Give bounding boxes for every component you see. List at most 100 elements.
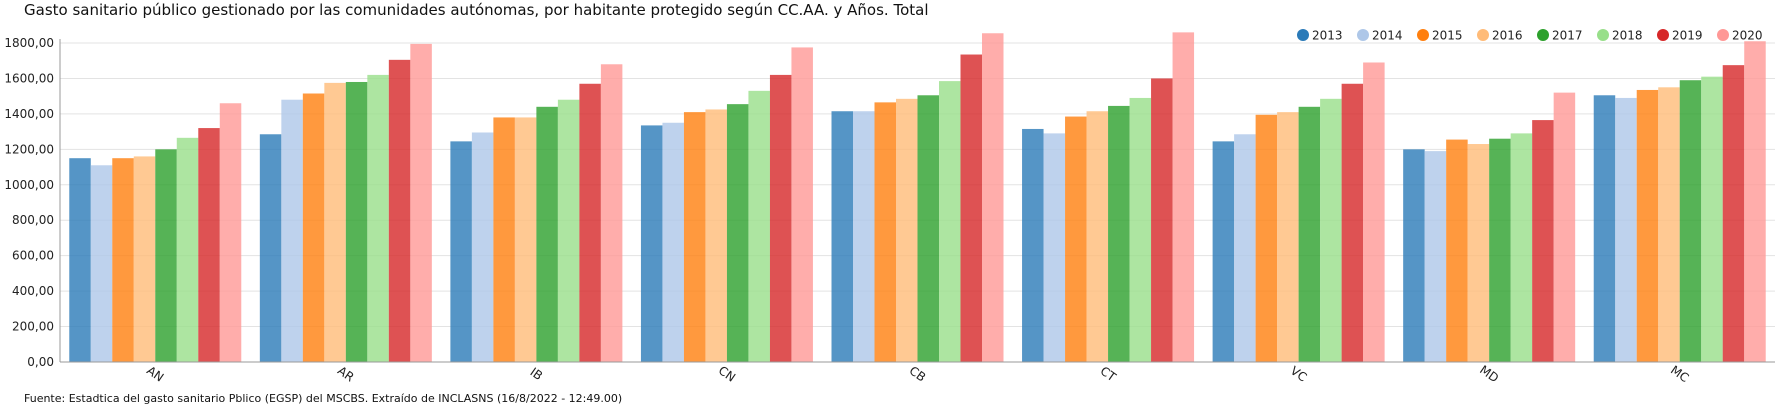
bar-VC-2013 [1212, 141, 1235, 362]
bar-AN-2015 [112, 158, 134, 362]
legend-label-2018: 2018 [1612, 29, 1643, 43]
legend: 2013 2014 2015 2016 2017 2018 2019 2020 [1297, 29, 1763, 43]
axes: 0,00 200,00 400,00 600,00 800,00 1000,00 1200,… [4, 36, 1775, 385]
bar-AR-2016 [324, 82, 346, 362]
y-tick-label: 600,00 [12, 249, 54, 263]
y-tick-label: 0,00 [27, 355, 54, 369]
x-tick-label: MD [1477, 363, 1501, 386]
bar-CT-2019 [1151, 78, 1173, 362]
bar-CB-2014 [853, 111, 875, 362]
legend-label-2014: 2014 [1372, 29, 1403, 43]
y-tick-label: 400,00 [12, 284, 54, 298]
bar-CN-2013 [640, 125, 663, 363]
bar-MC-2018 [1701, 76, 1723, 362]
bar-IB-2013 [450, 141, 472, 362]
x-tick-label: MC [1668, 363, 1691, 385]
y-tick-label: 200,00 [12, 320, 54, 334]
bar-MC-2020 [1744, 41, 1766, 362]
x-tick-label: CN [716, 363, 738, 384]
bar-VC-2017 [1298, 106, 1321, 362]
bar-CB-2017 [917, 95, 939, 363]
bar-CN-2016 [705, 109, 727, 362]
bar-CT-2013 [1022, 128, 1044, 362]
bar-CT-2016 [1086, 111, 1109, 362]
bar-MC-2013 [1593, 95, 1616, 363]
bar-AR-2013 [259, 134, 282, 362]
x-tick-label: AN [144, 363, 166, 384]
y-tick-label: 1200,00 [4, 142, 54, 156]
bar-CT-2018 [1129, 97, 1152, 362]
bar-CT-2015 [1065, 116, 1087, 362]
chart-title: Gasto sanitario público gestionado por l… [24, 1, 929, 19]
legend-marker-2019 [1657, 29, 1669, 41]
bar-CT-2020 [1172, 32, 1195, 362]
bar-MC-2017 [1679, 80, 1702, 362]
legend-marker-2020 [1717, 29, 1729, 41]
bar-CT-2017 [1108, 105, 1130, 363]
y-tick-label: 800,00 [12, 213, 54, 227]
bar-CN-2017 [726, 104, 749, 363]
bar-CN-2014 [662, 122, 684, 362]
bar-MD-2018 [1510, 133, 1533, 362]
bar-MD-2017 [1489, 138, 1511, 362]
bar-AR-2019 [388, 59, 411, 362]
legend-marker-2017 [1537, 29, 1549, 41]
bar-AN-2017 [155, 149, 177, 362]
legend-label-2017: 2017 [1552, 29, 1583, 43]
bar-MC-2016 [1658, 87, 1680, 363]
legend-label-2013: 2013 [1312, 29, 1343, 43]
bar-AN-2014 [90, 165, 113, 362]
bar-AR-2018 [367, 74, 389, 363]
bar-AR-2020 [410, 43, 432, 363]
legend-marker-2018 [1597, 29, 1609, 41]
bar-CN-2019 [769, 74, 792, 363]
bar-chart: 0,00 200,00 400,00 600,00 800,00 1000,00 1200,… [4, 29, 1775, 385]
bar-MC-2014 [1615, 97, 1637, 362]
bar-MC-2015 [1636, 89, 1659, 362]
bar-MC-2019 [1722, 65, 1745, 363]
bar-AR-2014 [281, 99, 303, 362]
legend-label-2016: 2016 [1492, 29, 1523, 43]
bar-AN-2018 [176, 137, 199, 362]
bar-MD-2013 [1403, 149, 1425, 362]
bar-AN-2020 [219, 103, 242, 362]
bar-AN-2013 [69, 158, 91, 362]
bar-VC-2015 [1255, 114, 1278, 363]
bar-AN-2019 [198, 128, 220, 362]
x-tick-label: VC [1288, 364, 1310, 385]
bars [69, 32, 1766, 363]
x-tick-label: IB [528, 365, 546, 383]
bar-CB-2020 [982, 33, 1004, 362]
legend-label-2019: 2019 [1672, 29, 1703, 43]
bar-CB-2016 [896, 98, 918, 362]
bar-MD-2020 [1553, 92, 1576, 362]
bar-IB-2019 [579, 83, 601, 362]
bar-IB-2020 [600, 64, 623, 363]
legend-label-2015: 2015 [1432, 29, 1463, 43]
bar-AN-2016 [133, 156, 156, 362]
bar-VC-2014 [1234, 134, 1256, 362]
bar-MD-2014 [1424, 151, 1447, 362]
legend-label-2020: 2020 [1732, 29, 1763, 43]
bar-CT-2014 [1043, 133, 1066, 362]
bar-CN-2018 [748, 90, 770, 362]
bar-CB-2013 [831, 111, 853, 362]
bar-AR-2017 [345, 81, 368, 362]
bar-CB-2019 [960, 54, 982, 363]
bar-CN-2020 [791, 47, 813, 363]
legend-marker-2015 [1417, 29, 1429, 41]
source-note: Fuente: Estadtica del gasto sanitario Pb… [24, 392, 623, 405]
bar-VC-2019 [1341, 83, 1364, 362]
y-tick-label: 1800,00 [4, 36, 54, 50]
bar-IB-2014 [471, 132, 494, 362]
bar-CN-2015 [683, 112, 706, 362]
x-tick-label: AR [335, 364, 357, 385]
bar-CB-2018 [939, 81, 961, 362]
bar-IB-2017 [536, 106, 558, 362]
y-tick-label: 1000,00 [4, 178, 54, 192]
bar-AR-2015 [302, 93, 325, 362]
y-tick-label: 1400,00 [4, 107, 54, 121]
bar-IB-2015 [493, 117, 515, 362]
legend-marker-2016 [1477, 29, 1489, 41]
legend-marker-2014 [1357, 29, 1369, 41]
